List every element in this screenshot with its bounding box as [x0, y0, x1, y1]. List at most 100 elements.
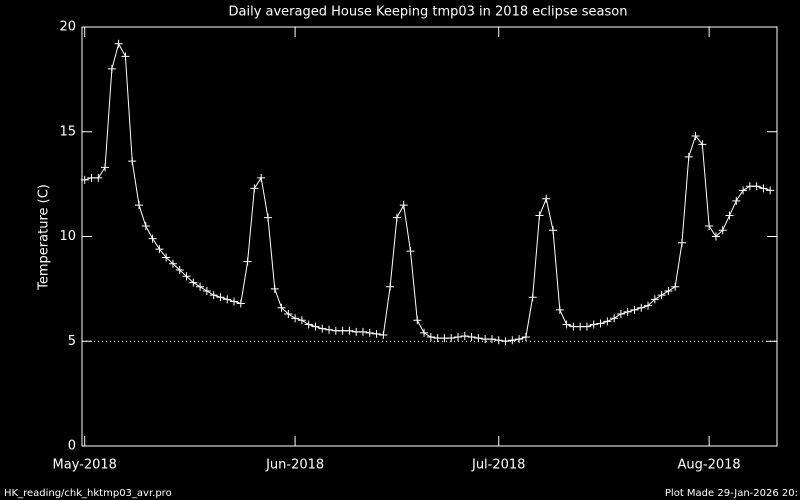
plus-marker	[128, 157, 137, 166]
plus-marker	[230, 297, 239, 306]
plus-marker	[481, 335, 490, 344]
plus-marker	[677, 238, 686, 247]
plus-marker	[379, 330, 388, 339]
plus-marker	[94, 173, 103, 182]
x-tick-label: Jul-2018	[471, 458, 525, 473]
plus-marker	[209, 291, 218, 300]
plus-marker	[433, 334, 442, 343]
plus-marker	[460, 332, 469, 341]
x-tick-label: Aug-2018	[678, 458, 741, 473]
plus-marker	[467, 333, 476, 342]
plus-marker	[664, 286, 673, 295]
plus-marker	[168, 259, 177, 268]
plus-marker	[114, 39, 123, 48]
plus-marker	[501, 337, 510, 346]
plus-marker	[576, 322, 585, 331]
plus-marker	[508, 336, 517, 345]
plus-marker	[148, 234, 157, 243]
plus-marker	[87, 173, 96, 182]
plus-marker	[365, 328, 374, 337]
plus-marker	[420, 328, 429, 337]
plus-marker	[141, 222, 150, 231]
plus-marker	[277, 303, 286, 312]
plus-marker	[671, 282, 680, 291]
plus-marker	[752, 182, 761, 191]
plus-marker	[311, 322, 320, 331]
plot-frame	[81, 26, 778, 447]
plus-marker	[630, 305, 639, 314]
plus-marker	[725, 211, 734, 220]
plus-marker	[562, 320, 571, 329]
plus-marker	[698, 140, 707, 149]
plus-marker	[582, 322, 591, 331]
plus-marker	[745, 182, 754, 191]
plus-marker	[447, 334, 456, 343]
plus-marker	[603, 317, 612, 326]
plus-marker	[535, 211, 544, 220]
x-tick-label: Jun-2018	[265, 458, 324, 473]
plus-marker	[182, 272, 191, 281]
plus-marker	[352, 327, 361, 336]
plus-marker	[80, 175, 89, 184]
plus-marker	[202, 286, 211, 295]
plus-marker	[426, 333, 435, 342]
plus-marker	[291, 314, 300, 323]
plus-marker	[325, 325, 334, 334]
data-line	[84, 42, 771, 342]
plus-marker	[555, 305, 564, 314]
plus-marker	[487, 335, 496, 344]
plus-marker	[243, 257, 252, 266]
plus-marker	[569, 322, 578, 331]
y-tick-label: 0	[68, 439, 76, 454]
plus-marker	[345, 326, 354, 335]
plus-marker	[644, 301, 653, 310]
plus-marker	[549, 226, 558, 235]
plus-marker	[399, 201, 408, 210]
plus-marker	[297, 316, 306, 325]
plus-marker	[528, 293, 537, 302]
plus-marker	[637, 303, 646, 312]
plus-marker	[650, 295, 659, 304]
plus-marker	[318, 324, 327, 333]
footer-left: HK_reading/chk_hktmp03_avr.pro	[4, 488, 172, 499]
plus-marker	[338, 326, 347, 335]
plus-marker	[372, 329, 381, 338]
footer-right: Plot Made 29-Jan-2026 20:	[665, 488, 798, 499]
plus-marker	[718, 226, 727, 235]
plus-marker	[739, 186, 748, 195]
y-tick-label: 5	[68, 334, 76, 349]
x-tick-label: May-2018	[52, 458, 116, 473]
plus-marker	[284, 310, 293, 319]
plus-marker	[263, 213, 272, 222]
plus-marker	[223, 295, 232, 304]
plus-marker	[542, 194, 551, 203]
plus-marker	[589, 320, 598, 329]
plus-marker	[135, 201, 144, 210]
plus-marker	[101, 163, 110, 172]
plus-marker	[759, 184, 768, 193]
plus-marker	[616, 310, 625, 319]
plus-marker	[236, 299, 245, 308]
plus-marker	[189, 278, 198, 287]
plus-marker	[216, 293, 225, 302]
plus-marker	[270, 284, 279, 293]
plus-marker	[657, 291, 666, 300]
plus-marker	[596, 319, 605, 328]
y-tick-label: 20	[59, 20, 76, 35]
plus-marker	[162, 253, 171, 262]
plus-marker	[494, 336, 503, 345]
plus-marker	[440, 334, 449, 343]
plus-marker	[121, 52, 130, 61]
plus-marker	[711, 232, 720, 241]
plus-marker	[732, 196, 741, 205]
plus-marker	[155, 245, 164, 254]
chart-title: Daily averaged House Keeping tmp03 in 20…	[229, 5, 628, 20]
y-tick-label: 10	[59, 229, 76, 244]
plus-marker	[454, 333, 463, 342]
plus-marker	[392, 213, 401, 222]
plus-marker	[691, 131, 700, 140]
plus-marker	[358, 327, 367, 336]
plus-marker	[474, 334, 483, 343]
plus-marker	[623, 307, 632, 316]
